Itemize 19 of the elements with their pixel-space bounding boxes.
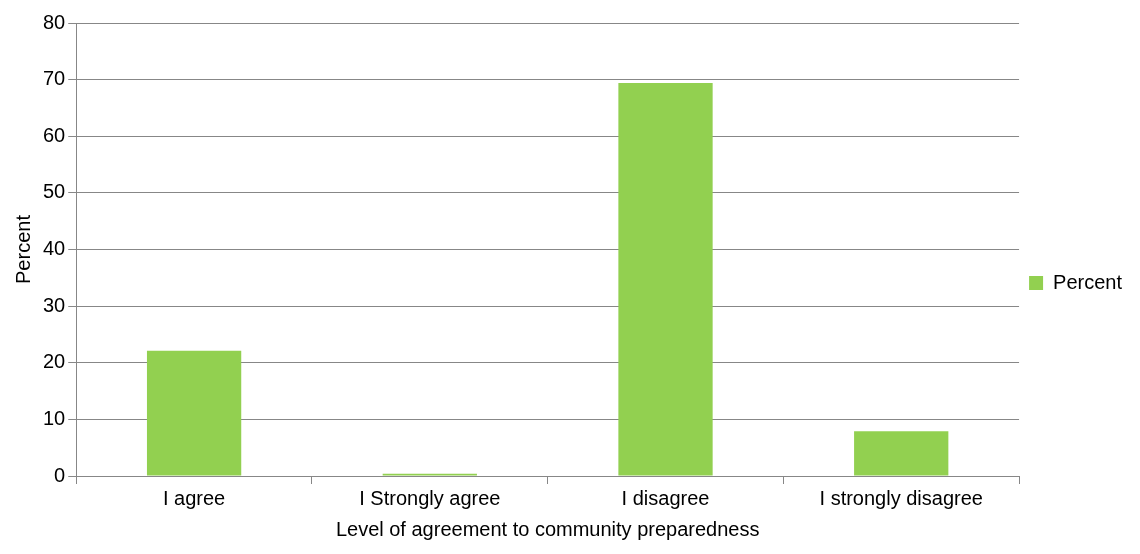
y-tick-label: 30 — [43, 293, 66, 316]
y-tick-label: 70 — [43, 67, 66, 90]
y-tick-label: 0 — [54, 463, 66, 486]
y-axis-title: Percent — [11, 214, 34, 284]
y-tick-label: 50 — [43, 180, 66, 203]
y-tick-label: 10 — [43, 406, 66, 429]
y-tick-label: 20 — [43, 350, 66, 373]
legend-label: Percent — [1053, 270, 1123, 293]
bar — [146, 350, 242, 476]
y-tick-label: 80 — [43, 10, 66, 33]
x-tick-label: I strongly disagree — [819, 486, 983, 509]
x-tick-label: I agree — [162, 486, 226, 509]
y-tick-label: 60 — [43, 123, 66, 146]
x-tick-label: I disagree — [621, 486, 710, 509]
x-axis-title: Level of agreement to community preparedness — [335, 517, 760, 540]
bar — [854, 431, 949, 476]
y-tick-label: 40 — [43, 237, 66, 260]
bar — [618, 83, 713, 476]
x-tick-label: I Strongly agree — [359, 486, 501, 509]
